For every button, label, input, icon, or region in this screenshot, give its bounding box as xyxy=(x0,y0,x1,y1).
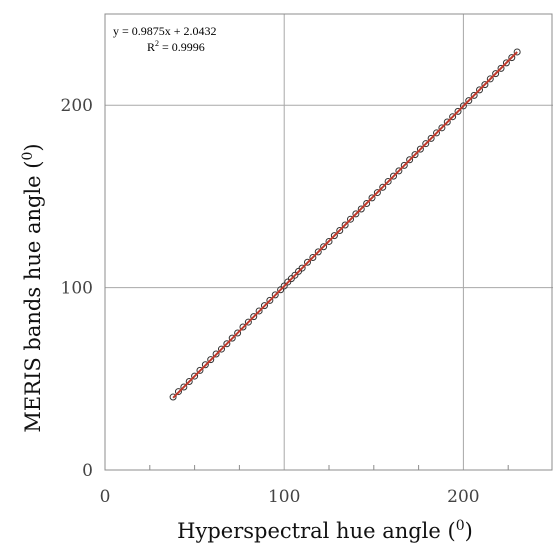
data-point xyxy=(239,323,247,331)
data-point xyxy=(492,70,500,78)
data-point xyxy=(481,81,489,89)
y-tick-label: 200 xyxy=(61,96,93,116)
data-point xyxy=(174,388,182,396)
data-point xyxy=(336,227,344,235)
data-point xyxy=(476,86,484,94)
data-point xyxy=(470,91,478,99)
data-point xyxy=(280,282,288,290)
data-point xyxy=(459,102,467,110)
data-point xyxy=(395,167,403,175)
y-axis-title: MERIS bands hue angle (0) xyxy=(20,143,45,432)
data-point xyxy=(352,210,360,218)
data-point xyxy=(341,221,349,229)
data-point xyxy=(384,177,392,185)
data-point xyxy=(314,248,322,256)
data-point xyxy=(196,366,204,374)
data-point xyxy=(422,140,430,148)
x-tick-label: 100 xyxy=(268,487,300,507)
data-points xyxy=(169,48,521,401)
x-axis-title: Hyperspectral hue angle (0) xyxy=(177,518,473,543)
data-point xyxy=(400,161,408,169)
data-point xyxy=(250,313,258,321)
x-tick-labels: 0 100 200 xyxy=(100,487,480,507)
y-tick-labels: 0 100 200 xyxy=(61,96,93,481)
regression-equation: y = 0.9875x + 2.0432 xyxy=(113,24,217,38)
data-point xyxy=(217,345,225,353)
data-point xyxy=(223,340,231,348)
data-point xyxy=(201,361,209,369)
data-point xyxy=(303,258,311,266)
data-point xyxy=(486,75,494,83)
data-point xyxy=(347,215,355,223)
data-point xyxy=(449,113,457,121)
data-point xyxy=(497,64,505,72)
data-point xyxy=(271,291,279,299)
data-point xyxy=(427,134,435,142)
data-point xyxy=(502,59,510,67)
data-point xyxy=(244,318,252,326)
data-point xyxy=(373,189,381,197)
x-tick-label: 200 xyxy=(447,487,479,507)
data-point xyxy=(454,107,462,115)
data-point xyxy=(212,350,220,358)
grid-lines xyxy=(105,14,553,470)
data-point xyxy=(433,129,441,137)
minor-ticks xyxy=(149,465,509,470)
data-point xyxy=(291,271,299,279)
data-point xyxy=(191,372,199,380)
data-point xyxy=(266,296,274,304)
data-point xyxy=(513,48,521,56)
x-tick-label: 0 xyxy=(100,487,111,507)
data-point xyxy=(416,145,424,153)
data-point xyxy=(185,378,193,386)
data-point xyxy=(357,205,365,213)
r-squared-label: R2 = 0.9996 xyxy=(147,39,205,54)
data-point xyxy=(169,393,177,401)
data-point xyxy=(330,232,338,240)
data-point xyxy=(287,275,295,283)
data-point xyxy=(465,97,473,105)
data-point xyxy=(255,307,263,315)
data-point xyxy=(325,237,333,245)
data-point xyxy=(411,151,419,159)
data-point xyxy=(234,329,242,337)
data-point xyxy=(379,183,387,191)
data-point xyxy=(406,156,414,164)
data-point xyxy=(320,243,328,251)
data-point xyxy=(368,194,376,202)
data-point xyxy=(298,264,306,272)
data-point xyxy=(260,302,268,310)
data-point xyxy=(309,254,317,262)
y-tick-label: 100 xyxy=(61,279,93,299)
data-point xyxy=(207,356,215,364)
data-point xyxy=(277,286,285,294)
data-point xyxy=(508,54,516,62)
data-point xyxy=(390,172,398,180)
y-tick-label: 0 xyxy=(82,461,93,481)
trend-line xyxy=(172,51,518,399)
data-point xyxy=(228,334,236,342)
data-point xyxy=(443,118,451,126)
data-point xyxy=(363,200,371,208)
data-point xyxy=(180,383,188,391)
data-point xyxy=(438,124,446,132)
